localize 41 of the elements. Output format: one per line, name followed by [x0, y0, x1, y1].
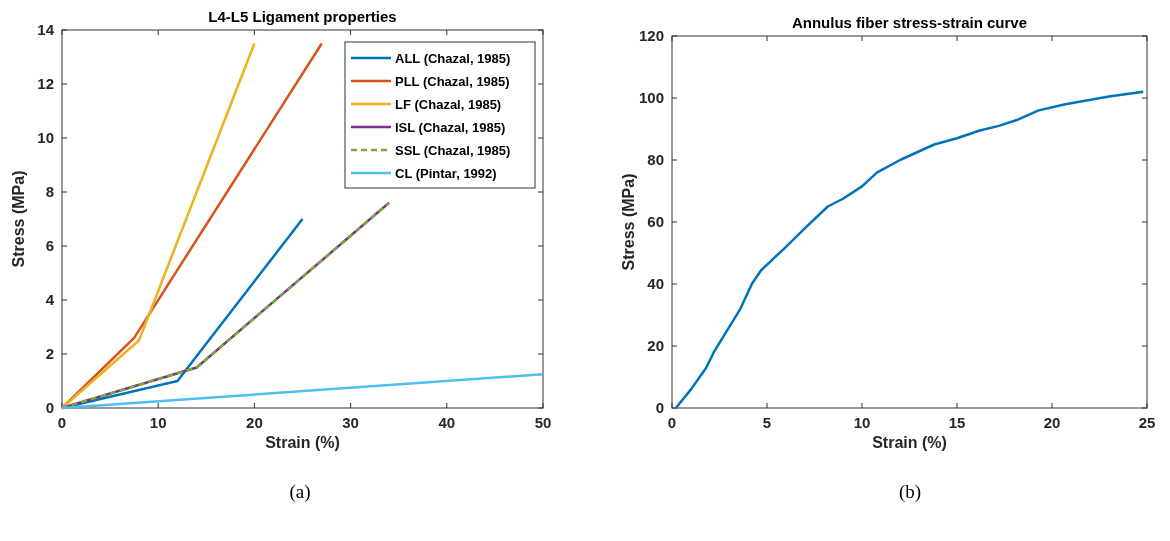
x-tick-label: 10 — [853, 414, 871, 431]
y-tick-label: 100 — [638, 89, 664, 106]
y-tick-label: 40 — [647, 275, 664, 292]
y-axis-title: Stress (MPa) — [10, 170, 27, 268]
x-axis-title: Strain (%) — [265, 434, 340, 451]
x-tick-label: 0 — [667, 414, 677, 431]
x-tick-label: 25 — [1138, 414, 1156, 431]
x-tick-label: 20 — [1043, 414, 1061, 431]
legend-label: ISL (Chazal, 1985) — [395, 120, 506, 135]
x-tick-label: 0 — [57, 414, 67, 431]
text: (a) — [289, 481, 311, 503]
legend-label: SSL (Chazal, 1985) — [395, 143, 511, 158]
chart-title: L4-L5 Ligament properties — [208, 8, 397, 25]
x-axis-title: Strain (%) — [872, 434, 947, 451]
y-tick-label: 0 — [655, 399, 664, 416]
y-tick-label: 4 — [45, 291, 55, 308]
y-tick-label: 10 — [37, 129, 54, 146]
legend-label: CL (Pintar, 1992) — [395, 166, 497, 181]
y-axis-title: Stress (MPa) — [620, 173, 637, 271]
y-tick-label: 120 — [638, 27, 664, 44]
x-tick-label: 30 — [342, 414, 359, 431]
x-tick-label: 50 — [534, 414, 552, 431]
x-tick-label: 5 — [762, 414, 772, 431]
legend-label: ALL (Chazal, 1985) — [395, 51, 511, 66]
x-tick-label: 20 — [246, 414, 263, 431]
legend-label: LF (Chazal, 1985) — [395, 97, 502, 112]
y-tick-label: 2 — [45, 345, 54, 362]
y-tick-label: 0 — [45, 399, 54, 416]
x-tick-label: 40 — [438, 414, 456, 431]
legend-label: PLL (Chazal, 1985) — [395, 74, 510, 89]
y-tick-label: 12 — [37, 75, 54, 92]
y-tick-label: 80 — [647, 151, 664, 168]
y-tick-label: 6 — [45, 237, 54, 254]
y-tick-label: 60 — [647, 213, 664, 230]
chart-title: Annulus fiber stress-strain curve — [791, 14, 1028, 31]
x-tick-label: 15 — [948, 414, 966, 431]
y-tick-label: 20 — [647, 337, 664, 354]
x-tick-label: 10 — [149, 414, 167, 431]
text: (b) — [898, 481, 922, 503]
y-tick-label: 8 — [45, 183, 54, 200]
y-tick-label: 14 — [37, 21, 55, 38]
